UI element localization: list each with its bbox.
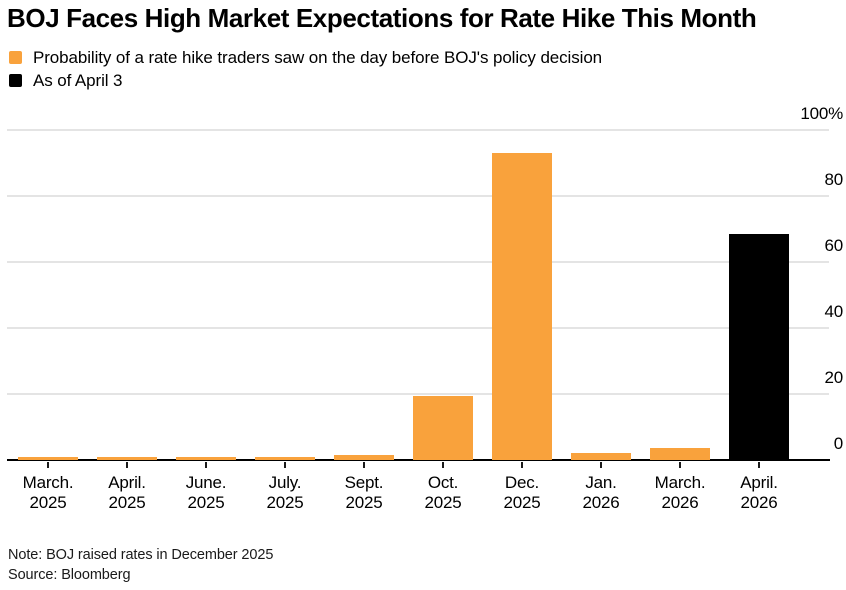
x-label-month: Oct. xyxy=(427,473,459,492)
chart-title: BOJ Faces High Market Expectations for R… xyxy=(7,3,757,33)
x-tick xyxy=(600,462,602,468)
x-label-year: 2025 xyxy=(424,493,462,512)
y-axis-label: 100% xyxy=(800,104,843,123)
x-label-year: 2026 xyxy=(582,493,620,512)
x-label-year: 2025 xyxy=(266,493,304,512)
gridline xyxy=(7,327,829,329)
legend-label: Probability of a rate hike traders saw o… xyxy=(33,48,603,67)
x-label-year: 2025 xyxy=(345,493,383,512)
x-label-month: June. xyxy=(185,473,227,492)
x-tick xyxy=(284,462,286,468)
bar xyxy=(492,153,552,460)
y-axis-label: 0 xyxy=(833,434,843,453)
x-tick xyxy=(521,462,523,468)
x-label-month: July. xyxy=(268,473,302,492)
x-label-year: 2025 xyxy=(503,493,541,512)
x-axis-label: June. 2025 xyxy=(161,473,251,513)
x-axis-label: Oct. 2025 xyxy=(398,473,488,513)
legend-swatch-orange-icon xyxy=(9,51,22,64)
x-label-year: 2026 xyxy=(661,493,699,512)
bar xyxy=(176,457,236,460)
x-tick xyxy=(758,462,760,468)
y-axis-label: 40 xyxy=(824,302,843,321)
legend-label: As of April 3 xyxy=(33,71,123,90)
x-label-month: March. xyxy=(22,473,74,492)
y-axis-label: 60 xyxy=(824,236,843,255)
bar-chart: 0 20 40 60 80 100% March. 2025 April. 2025 June. 20… xyxy=(3,104,843,513)
chart-source: Source: Bloomberg xyxy=(8,567,131,583)
legend-item-april3: As of April 3 xyxy=(9,69,602,92)
x-label-month: March. xyxy=(654,473,706,492)
x-axis-label: April. 2025 xyxy=(82,473,172,513)
bar xyxy=(729,234,789,460)
x-axis-label: March. 2026 xyxy=(635,473,725,513)
legend: Probability of a rate hike traders saw o… xyxy=(9,46,602,92)
gridline xyxy=(7,195,829,197)
y-axis-label: 20 xyxy=(824,368,843,387)
x-tick xyxy=(363,462,365,468)
legend-item-probability: Probability of a rate hike traders saw o… xyxy=(9,46,602,69)
x-label-month: April. xyxy=(740,473,778,492)
bar xyxy=(334,455,394,460)
x-tick xyxy=(679,462,681,468)
x-axis-label: Sept. 2025 xyxy=(319,473,409,513)
bar xyxy=(18,457,78,460)
x-label-month: Dec. xyxy=(504,473,540,492)
x-label-year: 2026 xyxy=(740,493,778,512)
x-axis-line xyxy=(7,459,830,461)
bar xyxy=(650,448,710,460)
x-tick xyxy=(126,462,128,468)
x-label-year: 2025 xyxy=(29,493,67,512)
x-label-month: April. xyxy=(108,473,146,492)
bar xyxy=(255,457,315,460)
gridline xyxy=(7,393,829,395)
x-label-year: 2025 xyxy=(108,493,146,512)
x-axis-label: Jan. 2026 xyxy=(556,473,646,513)
x-label-month: Sept. xyxy=(344,473,384,492)
x-axis-label: April. 2026 xyxy=(714,473,804,513)
x-axis-label: March. 2025 xyxy=(3,473,93,513)
x-axis-label: July. 2025 xyxy=(240,473,330,513)
legend-swatch-black-icon xyxy=(9,74,22,87)
gridline xyxy=(7,261,829,263)
x-tick xyxy=(47,462,49,468)
x-label-month: Jan. xyxy=(585,473,617,492)
x-label-year: 2025 xyxy=(187,493,225,512)
y-axis-label: 80 xyxy=(824,170,843,189)
footnote: Note: BOJ raised rates in December 2025 … xyxy=(8,545,273,585)
gridline xyxy=(7,129,829,131)
bar xyxy=(97,457,157,460)
x-tick xyxy=(442,462,444,468)
bar xyxy=(413,396,473,460)
x-tick xyxy=(205,462,207,468)
x-axis-label: Dec. 2025 xyxy=(477,473,567,513)
chart-note: Note: BOJ raised rates in December 2025 xyxy=(8,547,274,563)
bar xyxy=(571,453,631,460)
